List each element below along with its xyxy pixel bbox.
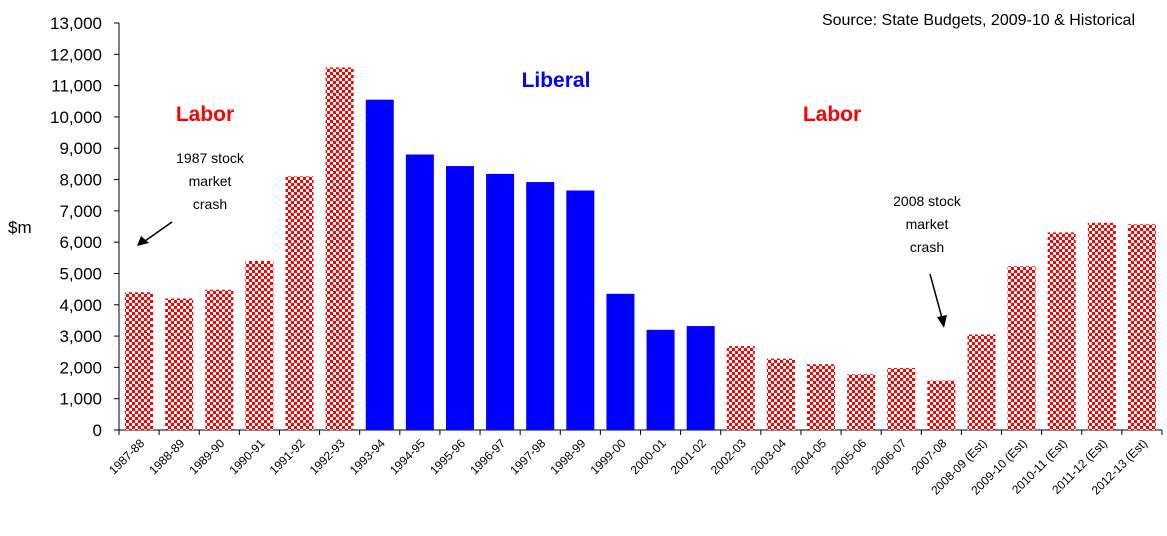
bar-1999-00 xyxy=(606,293,635,430)
bar-2011-12-est xyxy=(1087,222,1116,430)
annotation-2008-line-3: crash xyxy=(910,239,944,255)
x-tick-label: 1999-00 xyxy=(588,436,629,477)
x-tick-label: 1988-89 xyxy=(146,436,187,477)
x-tick-label: 2005-06 xyxy=(828,436,869,477)
x-tick-label: 1996-97 xyxy=(467,436,508,477)
x-tick-label: 2001-02 xyxy=(668,436,709,477)
bar-2008-09-est xyxy=(967,334,996,430)
bar-2004-05 xyxy=(807,364,836,430)
bar-2001-02 xyxy=(686,326,715,430)
period-label-liberal: Liberal xyxy=(522,69,591,92)
bar-1998-99 xyxy=(566,190,595,430)
bar-1987-88 xyxy=(125,292,154,430)
bar-1996-97 xyxy=(486,173,515,430)
annotation-1987-line-2: market xyxy=(189,173,232,189)
bar-2005-06 xyxy=(847,374,876,430)
bar-2012-13-est xyxy=(1127,224,1156,430)
bars xyxy=(125,67,1156,431)
y-axis-label: $m xyxy=(8,218,32,237)
annotation-2008-crash: 2008 stock market crash xyxy=(893,193,962,328)
x-tick-label: 1990-91 xyxy=(226,436,267,477)
annotation-2008-line-2: market xyxy=(906,216,949,232)
x-tick-label: 1992-93 xyxy=(307,436,348,477)
y-tick-label: 11,000 xyxy=(51,77,102,96)
y-tick-label: 4,000 xyxy=(59,296,102,315)
y-tick-label: 2,000 xyxy=(59,358,102,377)
annotation-1987-line-1: 1987 stock xyxy=(176,150,245,166)
bar-2002-03 xyxy=(726,346,755,430)
x-tick-label: 2006-07 xyxy=(868,436,909,477)
bar-1995-96 xyxy=(445,166,474,430)
annotation-1987-crash: 1987 stock market crash xyxy=(137,150,245,246)
annotation-1987-arrow xyxy=(144,221,173,242)
y-tick-label: 12,000 xyxy=(50,45,102,64)
x-tick-label: 1987-88 xyxy=(106,436,147,477)
x-tick-labels: 1987-88 1988-89 1989-90 1990-91 1991-92 1992-… xyxy=(106,436,1150,498)
bar-2006-07 xyxy=(887,368,916,430)
x-tick-label: 2002-03 xyxy=(708,436,749,477)
x-tick-label: 2000-01 xyxy=(628,436,669,477)
y-tick-label: 9,000 xyxy=(59,139,102,158)
annotation-2008-line-1: 2008 stock xyxy=(893,193,962,209)
annotation-1987-arrowhead xyxy=(137,236,149,246)
annotation-2008-arrow xyxy=(929,273,943,319)
bar-2000-01 xyxy=(646,329,675,430)
x-tick-label: 2003-04 xyxy=(748,436,789,477)
x-tick-label: 1997-98 xyxy=(507,436,548,477)
bar-2009-10-est xyxy=(1007,266,1036,430)
bar-2007-08 xyxy=(927,380,956,430)
x-tick-label: 1989-90 xyxy=(186,436,227,477)
y-tick-label: 3,000 xyxy=(59,327,102,346)
y-tick-label: 1,000 xyxy=(59,390,102,409)
x-tick-label: 1998-99 xyxy=(547,436,588,477)
x-tick-label: 1991-92 xyxy=(267,436,308,477)
y-tick-label: 0 xyxy=(93,421,102,440)
period-label-labor-2: Labor xyxy=(803,103,861,126)
source-note: Source: State Budgets, 2009-10 & Histori… xyxy=(822,12,1135,29)
annotation-2008-arrowhead xyxy=(937,315,947,328)
y-tick-label: 8,000 xyxy=(59,171,102,190)
bar-1988-89 xyxy=(165,298,194,430)
x-tick-label: 2004-05 xyxy=(788,436,829,477)
bar-1990-91 xyxy=(245,260,274,430)
y-tick-label: 7,000 xyxy=(59,202,102,221)
y-tick-label: 13,000 xyxy=(50,14,102,33)
period-label-labor-1: Labor xyxy=(176,103,234,126)
y-tick-label: 5,000 xyxy=(59,264,102,283)
bar-1989-90 xyxy=(205,289,234,430)
bar-1993-94 xyxy=(365,99,394,430)
bar-2010-11-est xyxy=(1047,232,1076,430)
y-axis: 0 1,000 2,000 3,000 4,000 5,000 6,000 7,000 8,00… xyxy=(50,14,120,440)
x-tick-label: 1994-95 xyxy=(387,436,428,477)
bar-1997-98 xyxy=(526,182,555,430)
x-tick-label: 1995-96 xyxy=(427,436,468,477)
x-tick-label: 1993-94 xyxy=(347,436,388,477)
bar-1991-92 xyxy=(285,176,314,430)
bar-2003-04 xyxy=(766,358,795,430)
y-tick-label: 10,000 xyxy=(50,108,102,127)
annotation-1987-line-3: crash xyxy=(193,196,227,212)
bar-1992-93 xyxy=(325,67,354,431)
y-tick-label: 6,000 xyxy=(59,233,102,252)
x-axis xyxy=(118,429,1163,435)
bar-1994-95 xyxy=(405,154,434,430)
